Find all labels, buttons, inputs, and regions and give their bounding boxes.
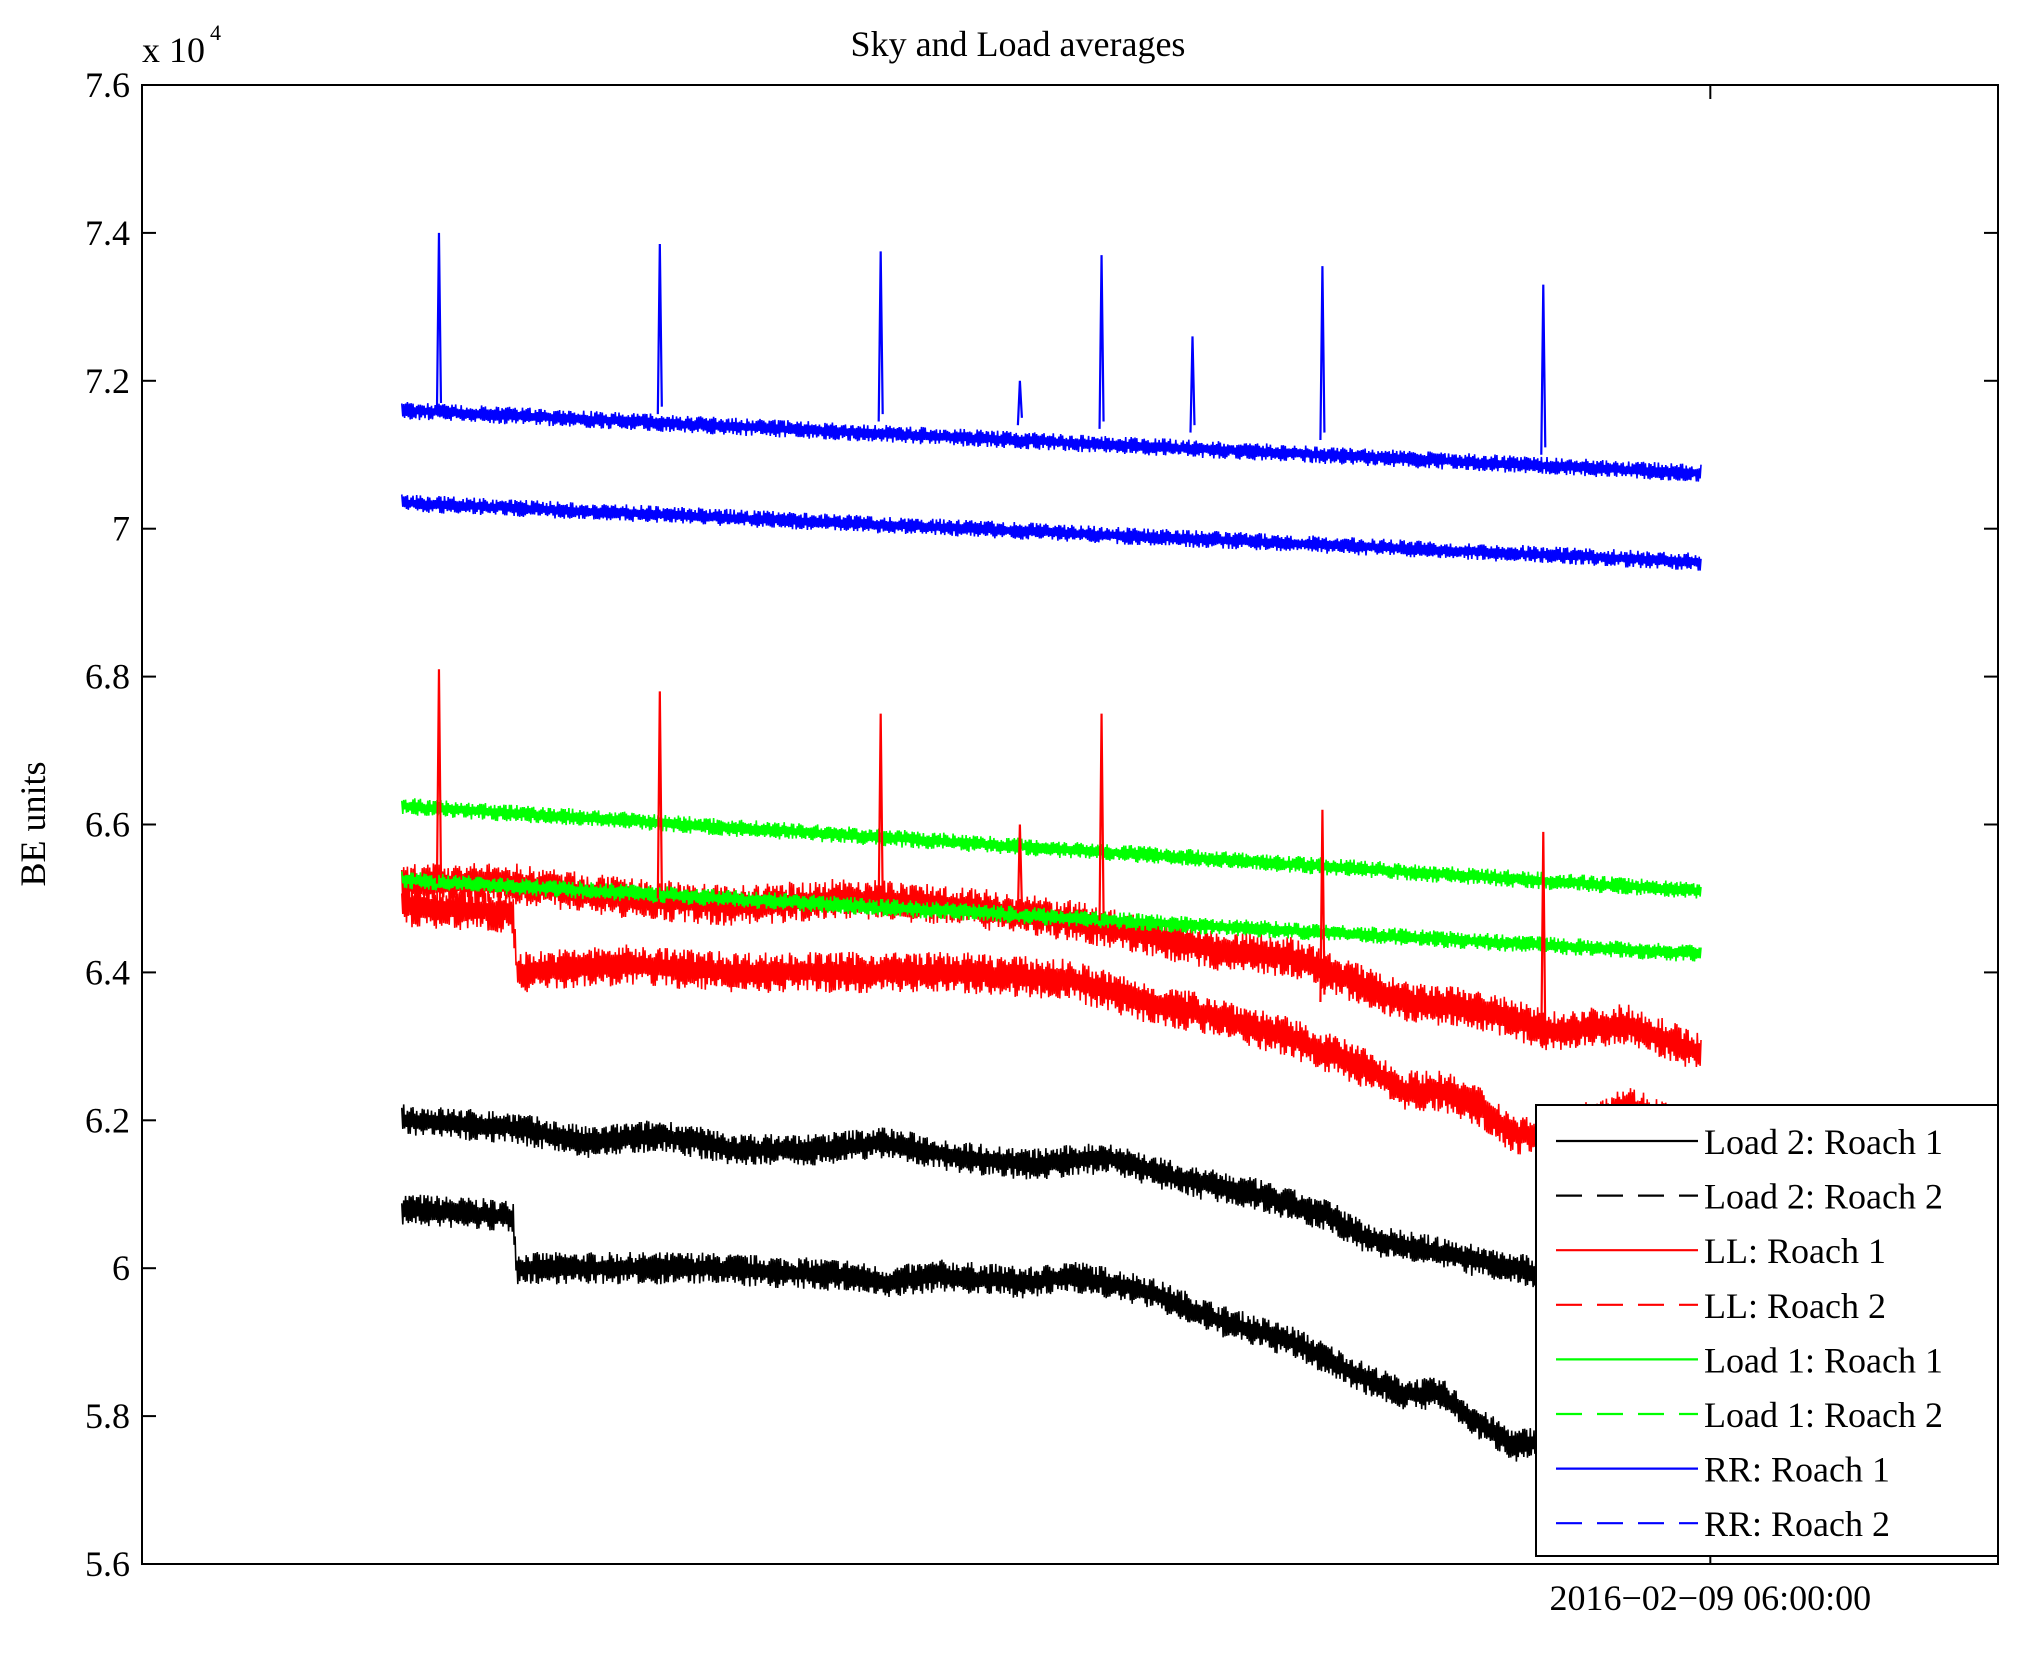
spike-8 — [435, 669, 443, 884]
series-line-3 — [401, 863, 1702, 1068]
y-multiplier-exponent: 4 — [210, 20, 221, 45]
spike-9 — [656, 691, 663, 899]
series-line-7 — [401, 494, 1702, 571]
chart-title: Sky and Load averages — [851, 24, 1186, 64]
spike-1 — [656, 243, 663, 415]
legend-label-5: Load 1: Roach 2 — [1704, 1395, 1943, 1435]
legend: Load 2: Roach 1 Load 2: Roach 2 LL: Roach … — [1535, 1104, 1999, 1557]
legend-label-1: Load 2: Roach 2 — [1704, 1177, 1943, 1217]
x-tick-label-0: 2016−02−09 06:00:00 — [1550, 1578, 1872, 1618]
series-line-0 — [401, 1194, 1702, 1462]
y-tick-label-10: 7.6 — [85, 65, 130, 105]
series-line-5 — [401, 871, 1702, 962]
y-tick-label-9: 7.4 — [85, 213, 130, 253]
spike-13 — [1319, 809, 1326, 1002]
y-multiplier-base: x 10 — [142, 30, 205, 70]
series-line-4 — [401, 798, 1702, 899]
plot-frame — [141, 84, 1999, 1565]
spike-11 — [1016, 824, 1023, 914]
spike-7 — [1540, 284, 1547, 455]
y-axis-label: BE units — [13, 761, 53, 886]
spike-3 — [1016, 380, 1023, 426]
legend-label-0: Load 2: Roach 1 — [1704, 1122, 1943, 1162]
series-layer — [401, 232, 1702, 1462]
y-tick-label-2: 6 — [112, 1248, 130, 1288]
y-tick-label-5: 6.6 — [85, 805, 130, 845]
ticks-layer: 5.6 5.8 6 6.2 6.4 6.6 6.8 7 7.2 7.4 7.6 2016−02−09 … — [85, 65, 1998, 1618]
legend-box — [1535, 1104, 1999, 1557]
legend-label-6: RR: Roach 1 — [1704, 1450, 1890, 1490]
series-line-2 — [401, 887, 1702, 1155]
spike-4 — [1098, 255, 1105, 429]
plot-area-group — [401, 232, 1702, 1462]
spike-2 — [877, 251, 884, 422]
legend-label-3: LL: Roach 2 — [1704, 1286, 1886, 1326]
spike-10 — [877, 713, 884, 906]
legend-label-2: LL: Roach 1 — [1704, 1231, 1886, 1271]
spike-0 — [435, 232, 443, 411]
spike-12 — [1098, 713, 1105, 921]
y-tick-label-7: 7 — [112, 509, 130, 549]
series-line-1 — [401, 1104, 1702, 1291]
y-tick-label-1: 5.8 — [85, 1396, 130, 1436]
y-tick-label-8: 7.2 — [85, 361, 130, 401]
series-line-6 — [401, 401, 1702, 482]
spike-5 — [1189, 336, 1196, 433]
y-tick-label-0: 5.6 — [85, 1544, 130, 1584]
spike-14 — [1540, 831, 1547, 1047]
spike-6 — [1319, 266, 1326, 440]
y-tick-label-6: 6.8 — [85, 657, 130, 697]
y-tick-label-4: 6.4 — [85, 952, 130, 992]
y-tick-label-3: 6.2 — [85, 1100, 130, 1140]
legend-label-7: RR: Roach 2 — [1704, 1504, 1890, 1544]
legend-label-4: Load 1: Roach 1 — [1704, 1340, 1943, 1380]
